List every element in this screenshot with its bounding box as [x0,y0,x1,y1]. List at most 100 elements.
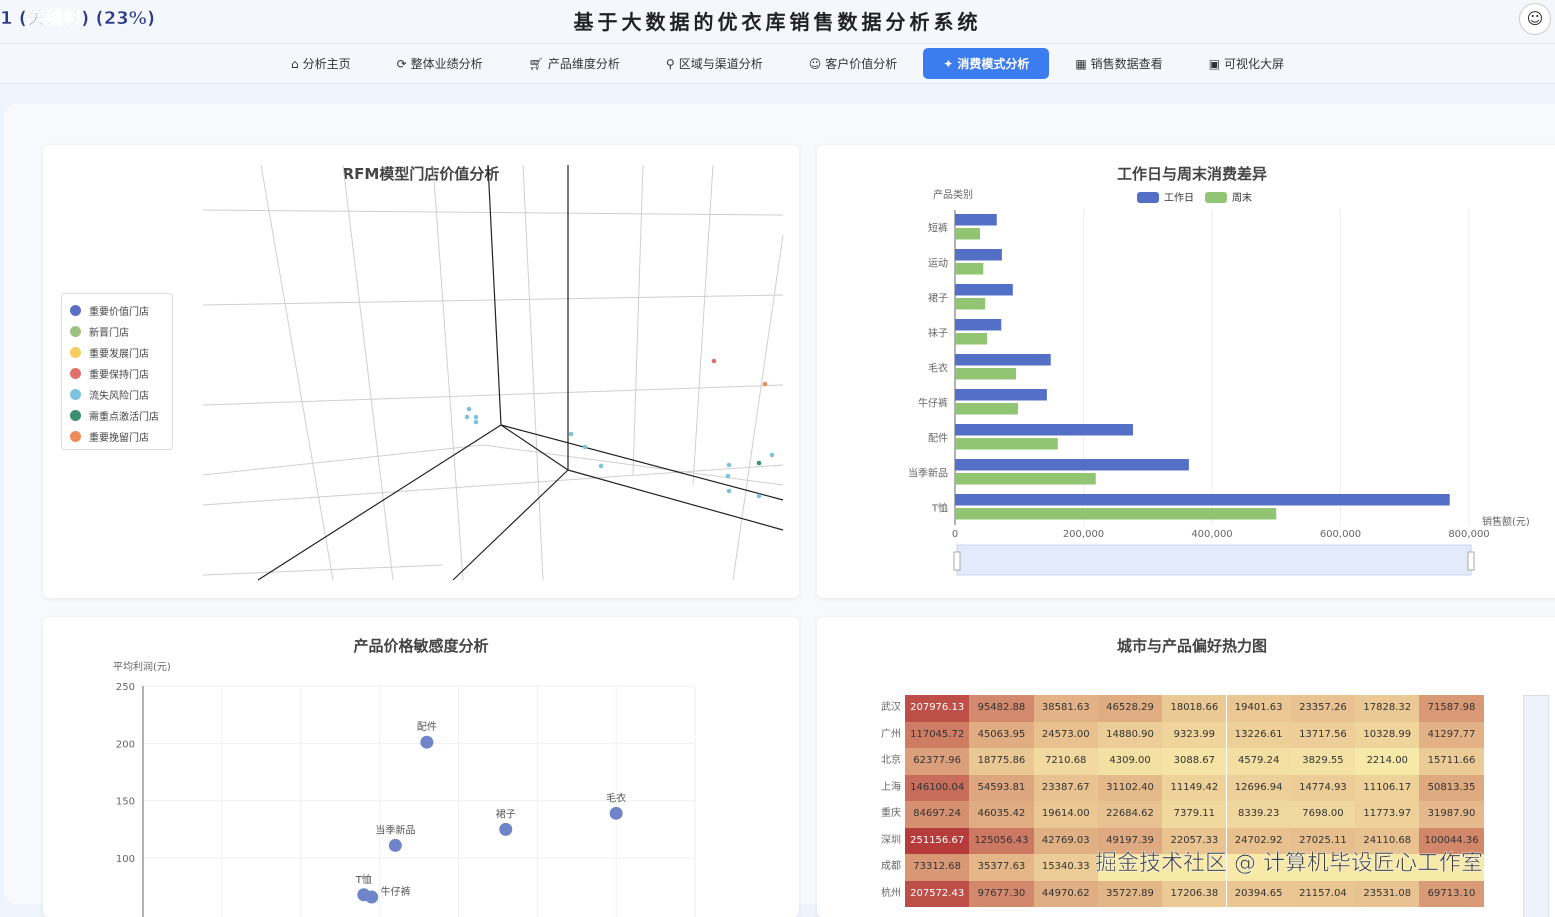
bar-weekday[interactable] [955,319,1002,331]
bar-weekday[interactable] [955,459,1189,471]
legend-item[interactable]: 新晋门店 [70,321,164,342]
heatmap-cell[interactable]: 11149.42 [1162,774,1227,801]
heatmap-cell[interactable]: 31102.40 [1097,774,1163,801]
rfm-point[interactable] [762,381,768,387]
nav-item-5[interactable]: ✦ 消费模式分析 [923,48,1050,79]
bar-weekend[interactable] [955,403,1018,415]
heatmap-cell[interactable]: 19614.00 [1033,801,1098,828]
bar-weekend[interactable] [955,508,1277,520]
heatmap-cell[interactable] [1290,854,1356,881]
rfm-point[interactable] [582,444,588,450]
cat-avatar-icon[interactable]: ☺ [1519,3,1551,35]
rfm-point[interactable] [466,406,472,412]
heatmap-cell[interactable]: 84697.24 [905,801,970,828]
heatmap-cell[interactable] [1097,854,1163,881]
heatmap-cell[interactable]: 3829.55 [1290,748,1356,775]
heatmap-cell[interactable]: 15340.33 [1033,854,1098,881]
heatmap-cell[interactable]: 41297.77 [1419,721,1484,748]
heatmap-cell[interactable]: 13717.56 [1290,721,1356,748]
nav-item-0[interactable]: ⌂ 分析主页 [271,48,371,79]
rfm-point[interactable] [726,488,732,494]
heatmap-cell[interactable]: 19401.63 [1226,695,1291,722]
legend-swatch[interactable] [1205,192,1227,203]
heatmap-cell[interactable]: 31987.90 [1419,801,1484,828]
legend-item[interactable]: 重要发展门店 [70,342,164,363]
heatmap-cell[interactable]: 27025.11 [1290,827,1356,854]
heatmap-cell[interactable]: 2214.00 [1355,748,1420,775]
bar-weekend[interactable] [955,228,981,240]
heatmap-cell[interactable]: 73312.68 [905,854,970,881]
heatmap-cell[interactable]: 3088.67 [1162,748,1227,775]
scatter-point[interactable] [365,890,379,904]
heatmap-cell[interactable]: 4579.24 [1226,748,1291,775]
heatmap-cell[interactable]: 45063.95 [969,721,1034,748]
heatmap-cell[interactable]: 49197.39 [1097,827,1163,854]
nav-item-4[interactable]: ☺ 客户价值分析 [789,48,918,79]
rfm-point[interactable] [756,460,762,466]
heatmap-cell[interactable]: 24110.68 [1355,827,1420,854]
heatmap-cell[interactable]: 13226.61 [1226,721,1291,748]
heatmap-cell[interactable]: 23387.67 [1033,774,1098,801]
heatmap-cell[interactable]: 7379.11 [1162,801,1227,828]
bar-weekend[interactable] [955,368,1017,380]
heatmap-cell[interactable] [1226,854,1291,881]
rfm-point[interactable] [598,463,604,469]
heatmap-cell[interactable] [1355,854,1420,881]
heatmap-cell[interactable]: 35727.89 [1097,880,1163,907]
legend-item[interactable]: 流失风险门店 [70,384,164,405]
heatmap-cell[interactable]: 22057.33 [1162,827,1227,854]
heatmap-cell[interactable]: 12696.94 [1226,774,1291,801]
heatmap-cell[interactable]: 69713.10 [1419,880,1484,907]
heatmap-cell[interactable]: 7210.68 [1033,748,1098,775]
heatmap-cell[interactable]: 8339.23 [1226,801,1291,828]
nav-item-3[interactable]: ⚲ 区域与渠道分析 [646,48,783,79]
bar-weekday[interactable] [955,389,1047,401]
heatmap-cell[interactable]: 50813.35 [1419,774,1484,801]
heatmap-cell[interactable]: 10328.99 [1355,721,1420,748]
heatmap-cell[interactable]: 21157.04 [1290,880,1356,907]
heatmap-cell[interactable]: 251156.67 [905,827,970,854]
legend-label[interactable]: 工作日 [1164,192,1194,204]
heatmap-cell[interactable] [1419,854,1484,881]
heatmap-visualmap-slider[interactable] [1523,695,1549,917]
bar-weekday[interactable] [955,354,1051,366]
rfm-point[interactable] [473,414,479,420]
bar-weekend[interactable] [955,298,986,310]
heatmap-cell[interactable]: 7698.00 [1290,801,1356,828]
rfm-point[interactable] [711,358,717,364]
heatmap-cell[interactable]: 9323.99 [1162,721,1227,748]
bar-weekday[interactable] [955,494,1450,506]
heatmap-cell[interactable]: 15711.66 [1419,748,1484,775]
heatmap-cell[interactable]: 100044.36 [1419,827,1484,854]
legend-item[interactable]: 重要挽留门店 [70,426,164,447]
heatmap-cell[interactable]: 146100.04 [905,774,970,801]
rfm-point[interactable] [756,493,762,499]
heatmap-cell[interactable]: 22684.62 [1097,801,1163,828]
heatmap-cell[interactable]: 4309.00 [1097,748,1163,775]
nav-item-7[interactable]: ▣ 可视化大屏 [1189,48,1304,79]
bar-weekend[interactable] [955,333,988,345]
heatmap-cell[interactable]: 17206.38 [1162,880,1227,907]
rfm-3d-scatter[interactable] [43,145,799,598]
datazoom-slider[interactable] [956,544,1472,576]
heatmap-cell[interactable]: 24702.92 [1226,827,1291,854]
heatmap-cell[interactable]: 46528.29 [1097,695,1163,722]
heatmap-cell[interactable]: 11106.17 [1355,774,1420,801]
rfm-point[interactable] [464,414,470,420]
rfm-point[interactable] [726,462,732,468]
heatmap-cell[interactable]: 54593.81 [969,774,1034,801]
bar-weekend[interactable] [955,473,1096,485]
heatmap-cell[interactable]: 44970.62 [1033,880,1098,907]
legend-item[interactable]: 需重点激活门店 [70,405,164,426]
heatmap-cell[interactable]: 23357.26 [1290,695,1356,722]
heatmap-cell[interactable] [1162,854,1227,881]
heatmap-cell[interactable]: 62377.96 [905,748,970,775]
heatmap-cell[interactable]: 18775.86 [969,748,1034,775]
heatmap-cell[interactable]: 18018.66 [1162,695,1227,722]
scatter-point[interactable] [499,822,513,836]
heatmap-cell[interactable]: 117045.72 [905,721,970,748]
heatmap-cell[interactable]: 42769.03 [1033,827,1098,854]
heatmap-cell[interactable]: 207572.43 [905,880,970,907]
heatmap-cell[interactable]: 14774.93 [1290,774,1356,801]
heatmap-cell[interactable]: 20394.65 [1226,880,1291,907]
